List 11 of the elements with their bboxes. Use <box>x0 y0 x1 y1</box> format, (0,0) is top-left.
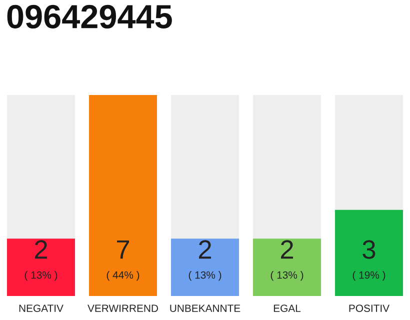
data-label: 3 ( 19% ) <box>352 240 386 281</box>
x-tick-label: UNBEKANNTE <box>170 304 240 312</box>
data-label: 7 ( 44% ) <box>106 240 140 281</box>
x-tick-label: POSITIV <box>349 304 390 312</box>
data-label: 2 ( 13% ) <box>24 240 58 281</box>
x-tick-label: VERWIRREND <box>88 304 158 312</box>
chart-title: 096429445 <box>7 4 172 28</box>
x-tick-label: NEGATIV <box>19 304 64 312</box>
x-tick-label: EGAL <box>274 304 301 312</box>
data-label: 2 ( 13% ) <box>188 240 222 281</box>
data-label: 2 ( 13% ) <box>270 240 304 281</box>
